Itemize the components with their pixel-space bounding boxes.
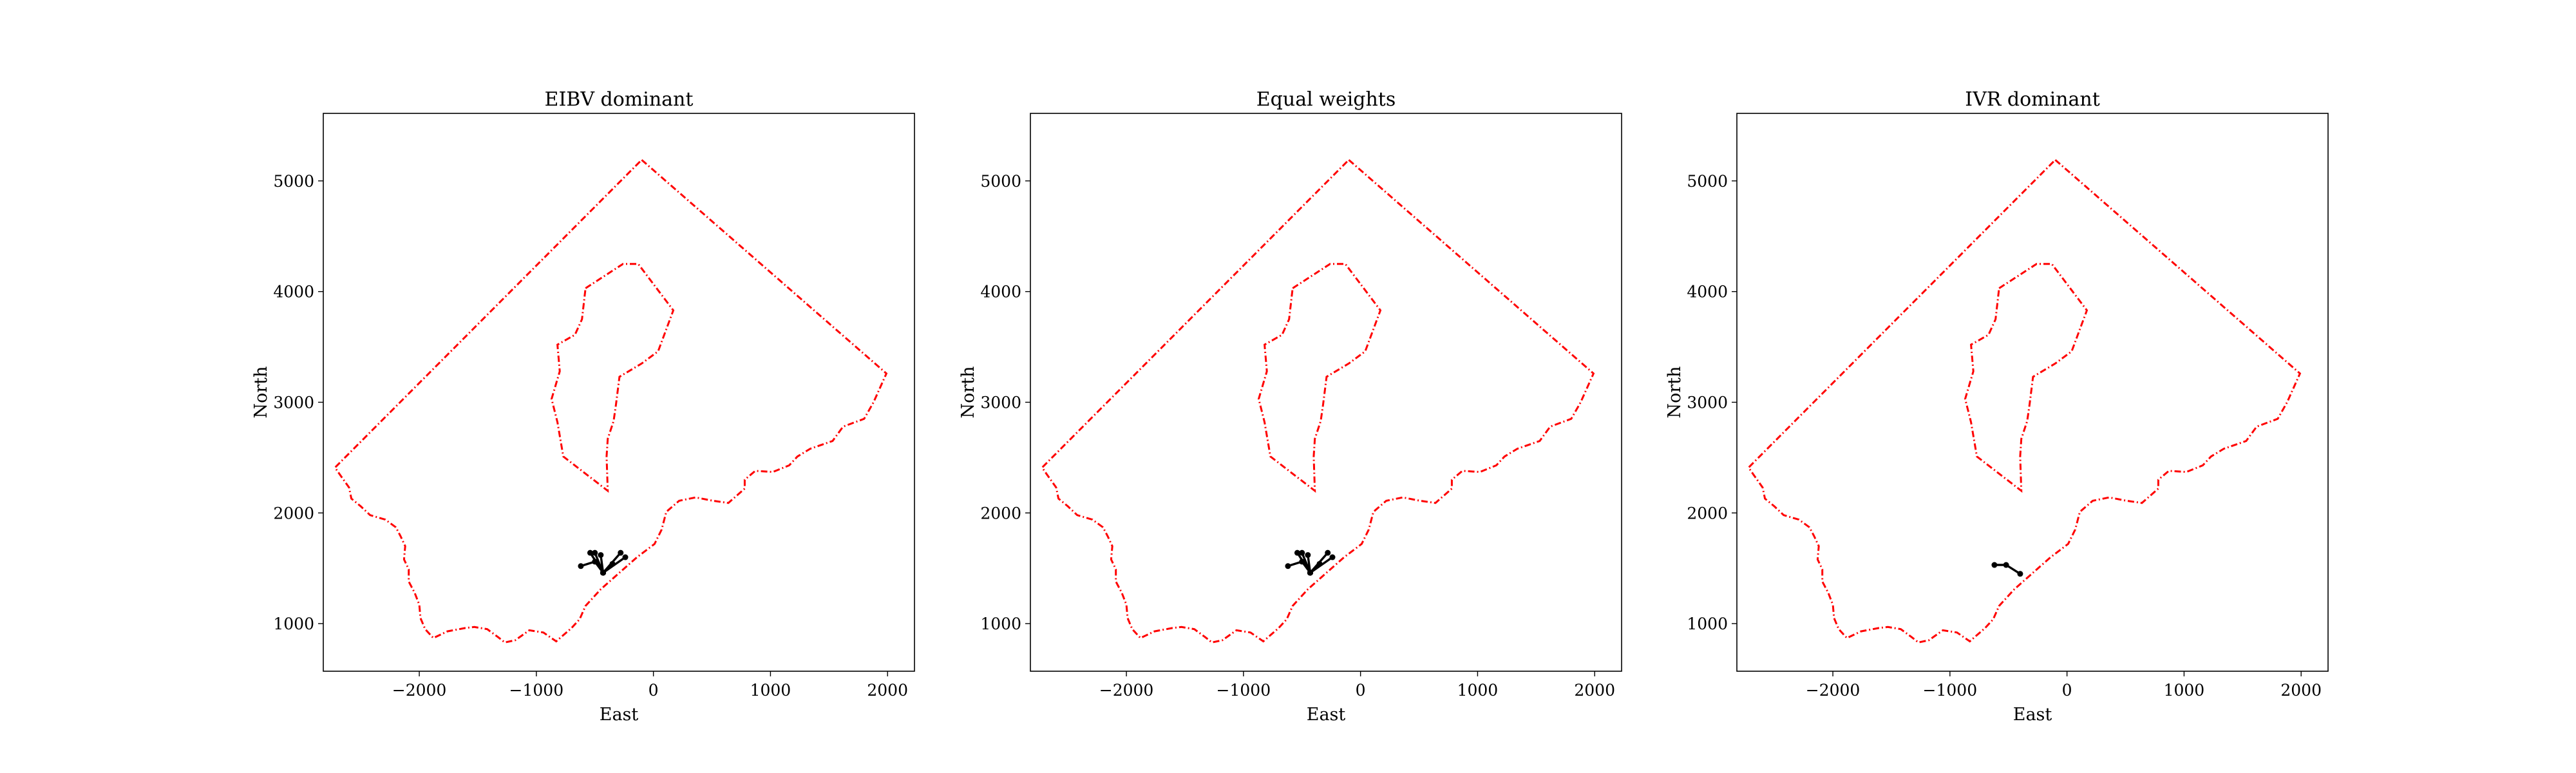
- axes-frame: [1736, 113, 2329, 672]
- path-segment: [1309, 556, 1334, 574]
- path-point: [600, 569, 606, 576]
- path-point: [2017, 571, 2023, 577]
- y-tick-label: 3000: [980, 393, 1021, 412]
- path-point: [1329, 554, 1336, 560]
- axes-frame: [323, 113, 915, 672]
- outer-boundary: [334, 159, 888, 644]
- y-tick-label: 2000: [273, 504, 314, 522]
- y-tick-label: 3000: [273, 393, 314, 412]
- y-tick-label: 5000: [1687, 172, 1728, 191]
- chart-title: EIBV dominant: [545, 88, 694, 111]
- y-tick-label: 2000: [1687, 504, 1728, 522]
- y-tick-label: 4000: [980, 283, 1021, 301]
- chart-title: IVR dominant: [1965, 88, 2100, 111]
- panel-3: IVR dominant −2000 −1000 0 1000 2000 1000 2000 3…: [1665, 88, 2329, 725]
- chart-title: Equal weights: [1256, 88, 1396, 111]
- y-tick-label: 1000: [980, 615, 1021, 633]
- path-segment: [1307, 553, 1312, 574]
- path-point: [1991, 562, 1998, 568]
- y-tick-label: 3000: [1687, 393, 1728, 412]
- x-tick-label: −2000: [1806, 681, 1861, 700]
- y-axis-label: North: [1665, 366, 1685, 418]
- y-tick-label: 1000: [1687, 615, 1728, 633]
- y-axis-label: North: [251, 366, 271, 418]
- path-point: [598, 552, 604, 558]
- path-segment: [601, 556, 627, 574]
- path-point: [1307, 569, 1313, 576]
- path-point: [2003, 562, 2009, 568]
- outer-boundary: [1747, 159, 2302, 644]
- y-tick-label: 4000: [273, 283, 314, 301]
- y-tick-label: 5000: [980, 172, 1021, 191]
- x-tick-label: 0: [2062, 681, 2072, 700]
- axes-frame: [1030, 113, 1622, 672]
- path-point: [622, 554, 629, 560]
- x-axis-label: East: [1307, 705, 1346, 725]
- x-tick-label: 1000: [1457, 681, 1499, 700]
- path-point: [1285, 563, 1291, 569]
- path-point: [592, 549, 598, 556]
- island-boundary: [550, 263, 675, 493]
- x-tick-label: −1000: [1217, 681, 1271, 700]
- island-boundary: [1257, 263, 1382, 493]
- x-tick-label: −2000: [392, 681, 447, 700]
- path-segment: [600, 553, 605, 574]
- path-point: [618, 549, 624, 556]
- panel-2: Equal weights −2000 −1000 0 1000 2000 1000 2000…: [958, 88, 1622, 725]
- island-boundary: [1964, 263, 2088, 493]
- path-point: [578, 563, 584, 569]
- y-tick-label: 1000: [273, 615, 314, 633]
- y-tick-label: 2000: [980, 504, 1021, 522]
- x-tick-label: 0: [1356, 681, 1366, 700]
- x-tick-label: −2000: [1099, 681, 1154, 700]
- x-tick-label: −1000: [1923, 681, 1978, 700]
- path-point: [1299, 549, 1305, 556]
- x-axis-label: East: [2013, 705, 2052, 725]
- x-tick-label: 2000: [867, 681, 908, 700]
- outer-boundary: [1041, 159, 1595, 644]
- x-tick-label: 1000: [2164, 681, 2205, 700]
- y-tick-label: 4000: [1687, 283, 1728, 301]
- y-tick-label: 5000: [273, 172, 314, 191]
- y-axis-label: North: [958, 366, 978, 418]
- x-axis-label: East: [600, 705, 639, 725]
- x-tick-label: 0: [649, 681, 659, 700]
- path-point: [1294, 549, 1300, 556]
- path-point: [1325, 549, 1331, 556]
- x-tick-label: −1000: [509, 681, 564, 700]
- x-tick-label: 2000: [1574, 681, 1615, 700]
- path-point: [587, 549, 593, 556]
- panel-1: EIBV dominant −2000 −1000 0 1000 2000 1000 2000…: [251, 88, 915, 725]
- x-tick-label: 1000: [750, 681, 791, 700]
- path-point: [1305, 552, 1311, 558]
- x-tick-label: 2000: [2280, 681, 2322, 700]
